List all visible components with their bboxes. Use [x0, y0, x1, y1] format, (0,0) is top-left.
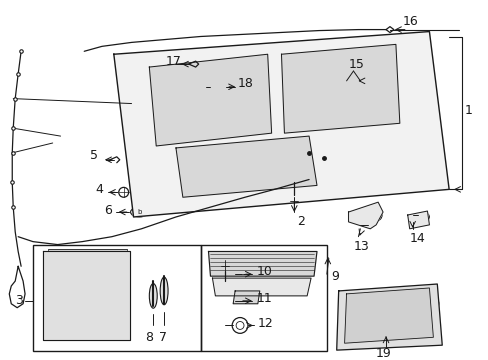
Bar: [48, 248, 126, 260]
Polygon shape: [43, 252, 129, 340]
Text: 9: 9: [330, 270, 338, 283]
Polygon shape: [208, 252, 316, 276]
Text: 19: 19: [374, 347, 390, 360]
Text: b: b: [137, 209, 142, 215]
Polygon shape: [176, 136, 316, 197]
Text: 17: 17: [166, 55, 182, 68]
Text: 10: 10: [256, 265, 272, 278]
Polygon shape: [114, 32, 448, 217]
Text: 8: 8: [145, 331, 153, 344]
Polygon shape: [233, 291, 259, 304]
Bar: [346, 80, 375, 94]
Ellipse shape: [160, 277, 168, 305]
Text: 6: 6: [104, 203, 112, 217]
Text: 7: 7: [159, 331, 167, 344]
Polygon shape: [344, 288, 432, 343]
Circle shape: [210, 79, 226, 95]
Text: 16: 16: [402, 15, 418, 28]
Polygon shape: [149, 54, 271, 146]
Ellipse shape: [130, 207, 148, 217]
Text: 14: 14: [409, 232, 425, 245]
Ellipse shape: [149, 284, 157, 308]
Text: 2: 2: [297, 215, 305, 228]
Polygon shape: [281, 44, 399, 133]
Bar: [48, 256, 126, 335]
Text: 15: 15: [348, 58, 364, 71]
Text: 4: 4: [95, 183, 103, 196]
Circle shape: [290, 193, 298, 201]
Polygon shape: [348, 202, 382, 229]
Text: 13: 13: [353, 240, 368, 253]
Polygon shape: [212, 278, 310, 296]
Polygon shape: [336, 284, 441, 350]
Circle shape: [219, 260, 231, 272]
Bar: [33, 244, 200, 351]
Text: 11: 11: [256, 292, 272, 305]
Text: 5: 5: [90, 149, 98, 162]
Text: 12: 12: [257, 317, 273, 330]
Bar: [200, 244, 326, 351]
Text: 3: 3: [15, 294, 23, 307]
Polygon shape: [407, 211, 428, 229]
Text: 1: 1: [464, 104, 472, 117]
Text: 18: 18: [238, 77, 253, 90]
